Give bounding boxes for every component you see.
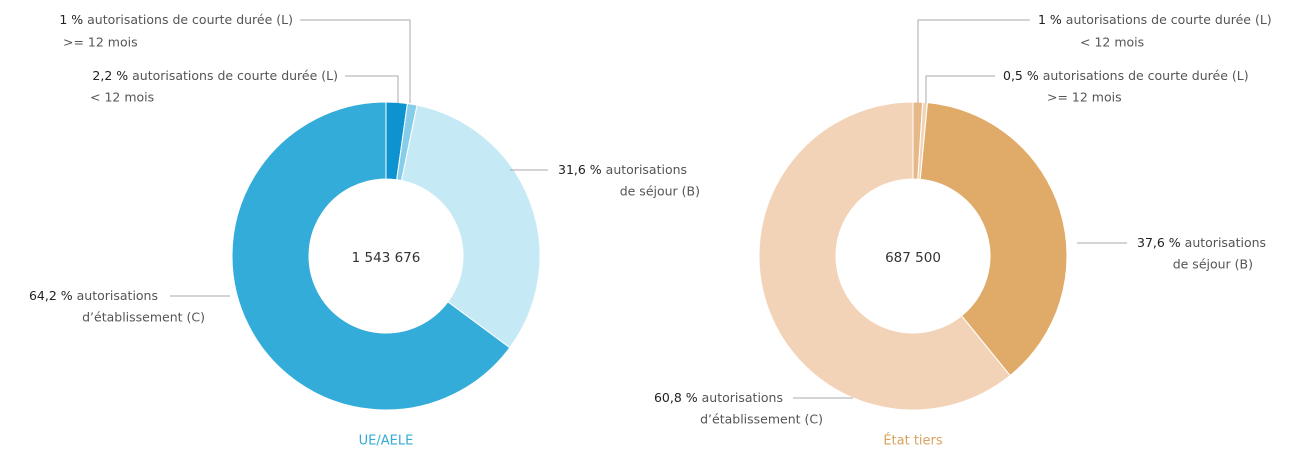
value-label: 37,6 % bbox=[1137, 235, 1181, 250]
segment-label: 31,6 % autorisations bbox=[558, 162, 687, 177]
chart-title: UE/AELE bbox=[359, 434, 414, 449]
category-label: de séjour (B) bbox=[620, 184, 700, 199]
category-label: autorisations bbox=[606, 162, 687, 177]
chart-title: État tiers bbox=[883, 433, 943, 449]
category-label: < 12 mois bbox=[90, 90, 154, 105]
category-label: de séjour (B) bbox=[1173, 257, 1253, 272]
category-label: d’établissement (C) bbox=[82, 310, 205, 325]
value-label: 1 % bbox=[1038, 12, 1062, 27]
segment-label: 0,5 % autorisations de courte durée (L) bbox=[1003, 68, 1249, 83]
segment-label: 60,8 % autorisations bbox=[654, 390, 783, 405]
leader-line bbox=[925, 75, 995, 103]
donut-segment bbox=[758, 101, 1011, 411]
category-label: autorisations bbox=[702, 390, 783, 405]
segment-label: 1 % autorisations de courte durée (L) bbox=[1038, 12, 1272, 27]
value-label: 1 % bbox=[59, 12, 83, 27]
donut-segment bbox=[919, 102, 1068, 377]
value-label: 64,2 % bbox=[29, 288, 73, 303]
donut-segment bbox=[400, 104, 541, 349]
category-label: < 12 mois bbox=[1080, 35, 1144, 50]
category-label: >= 12 mois bbox=[1047, 90, 1122, 105]
value-label: 0,5 % bbox=[1003, 68, 1039, 83]
leader-line bbox=[300, 19, 411, 103]
leader-line bbox=[917, 19, 1030, 103]
category-label: autorisations de courte durée (L) bbox=[1066, 12, 1272, 27]
category-label: autorisations de courte durée (L) bbox=[132, 68, 338, 83]
category-label: autorisations bbox=[1185, 235, 1266, 250]
value-label: 2,2 % bbox=[92, 68, 128, 83]
category-label: autorisations de courte durée (L) bbox=[1043, 68, 1249, 83]
leader-line bbox=[345, 75, 399, 103]
category-label: autorisations bbox=[77, 288, 158, 303]
center-label: 687 500 bbox=[885, 250, 941, 266]
category-label: >= 12 mois bbox=[63, 35, 138, 50]
segment-label: 64,2 % autorisations bbox=[29, 288, 158, 303]
value-label: 31,6 % bbox=[558, 162, 602, 177]
segment-label: 37,6 % autorisations bbox=[1137, 235, 1266, 250]
segment-label: 2,2 % autorisations de courte durée (L) bbox=[92, 68, 338, 83]
donut-segment bbox=[231, 101, 511, 411]
center-label: 1 543 676 bbox=[352, 250, 421, 266]
segment-label: 1 % autorisations de courte durée (L) bbox=[59, 12, 293, 27]
category-label: d’établissement (C) bbox=[700, 412, 823, 427]
value-label: 60,8 % bbox=[654, 390, 698, 405]
category-label: autorisations de courte durée (L) bbox=[87, 12, 293, 27]
